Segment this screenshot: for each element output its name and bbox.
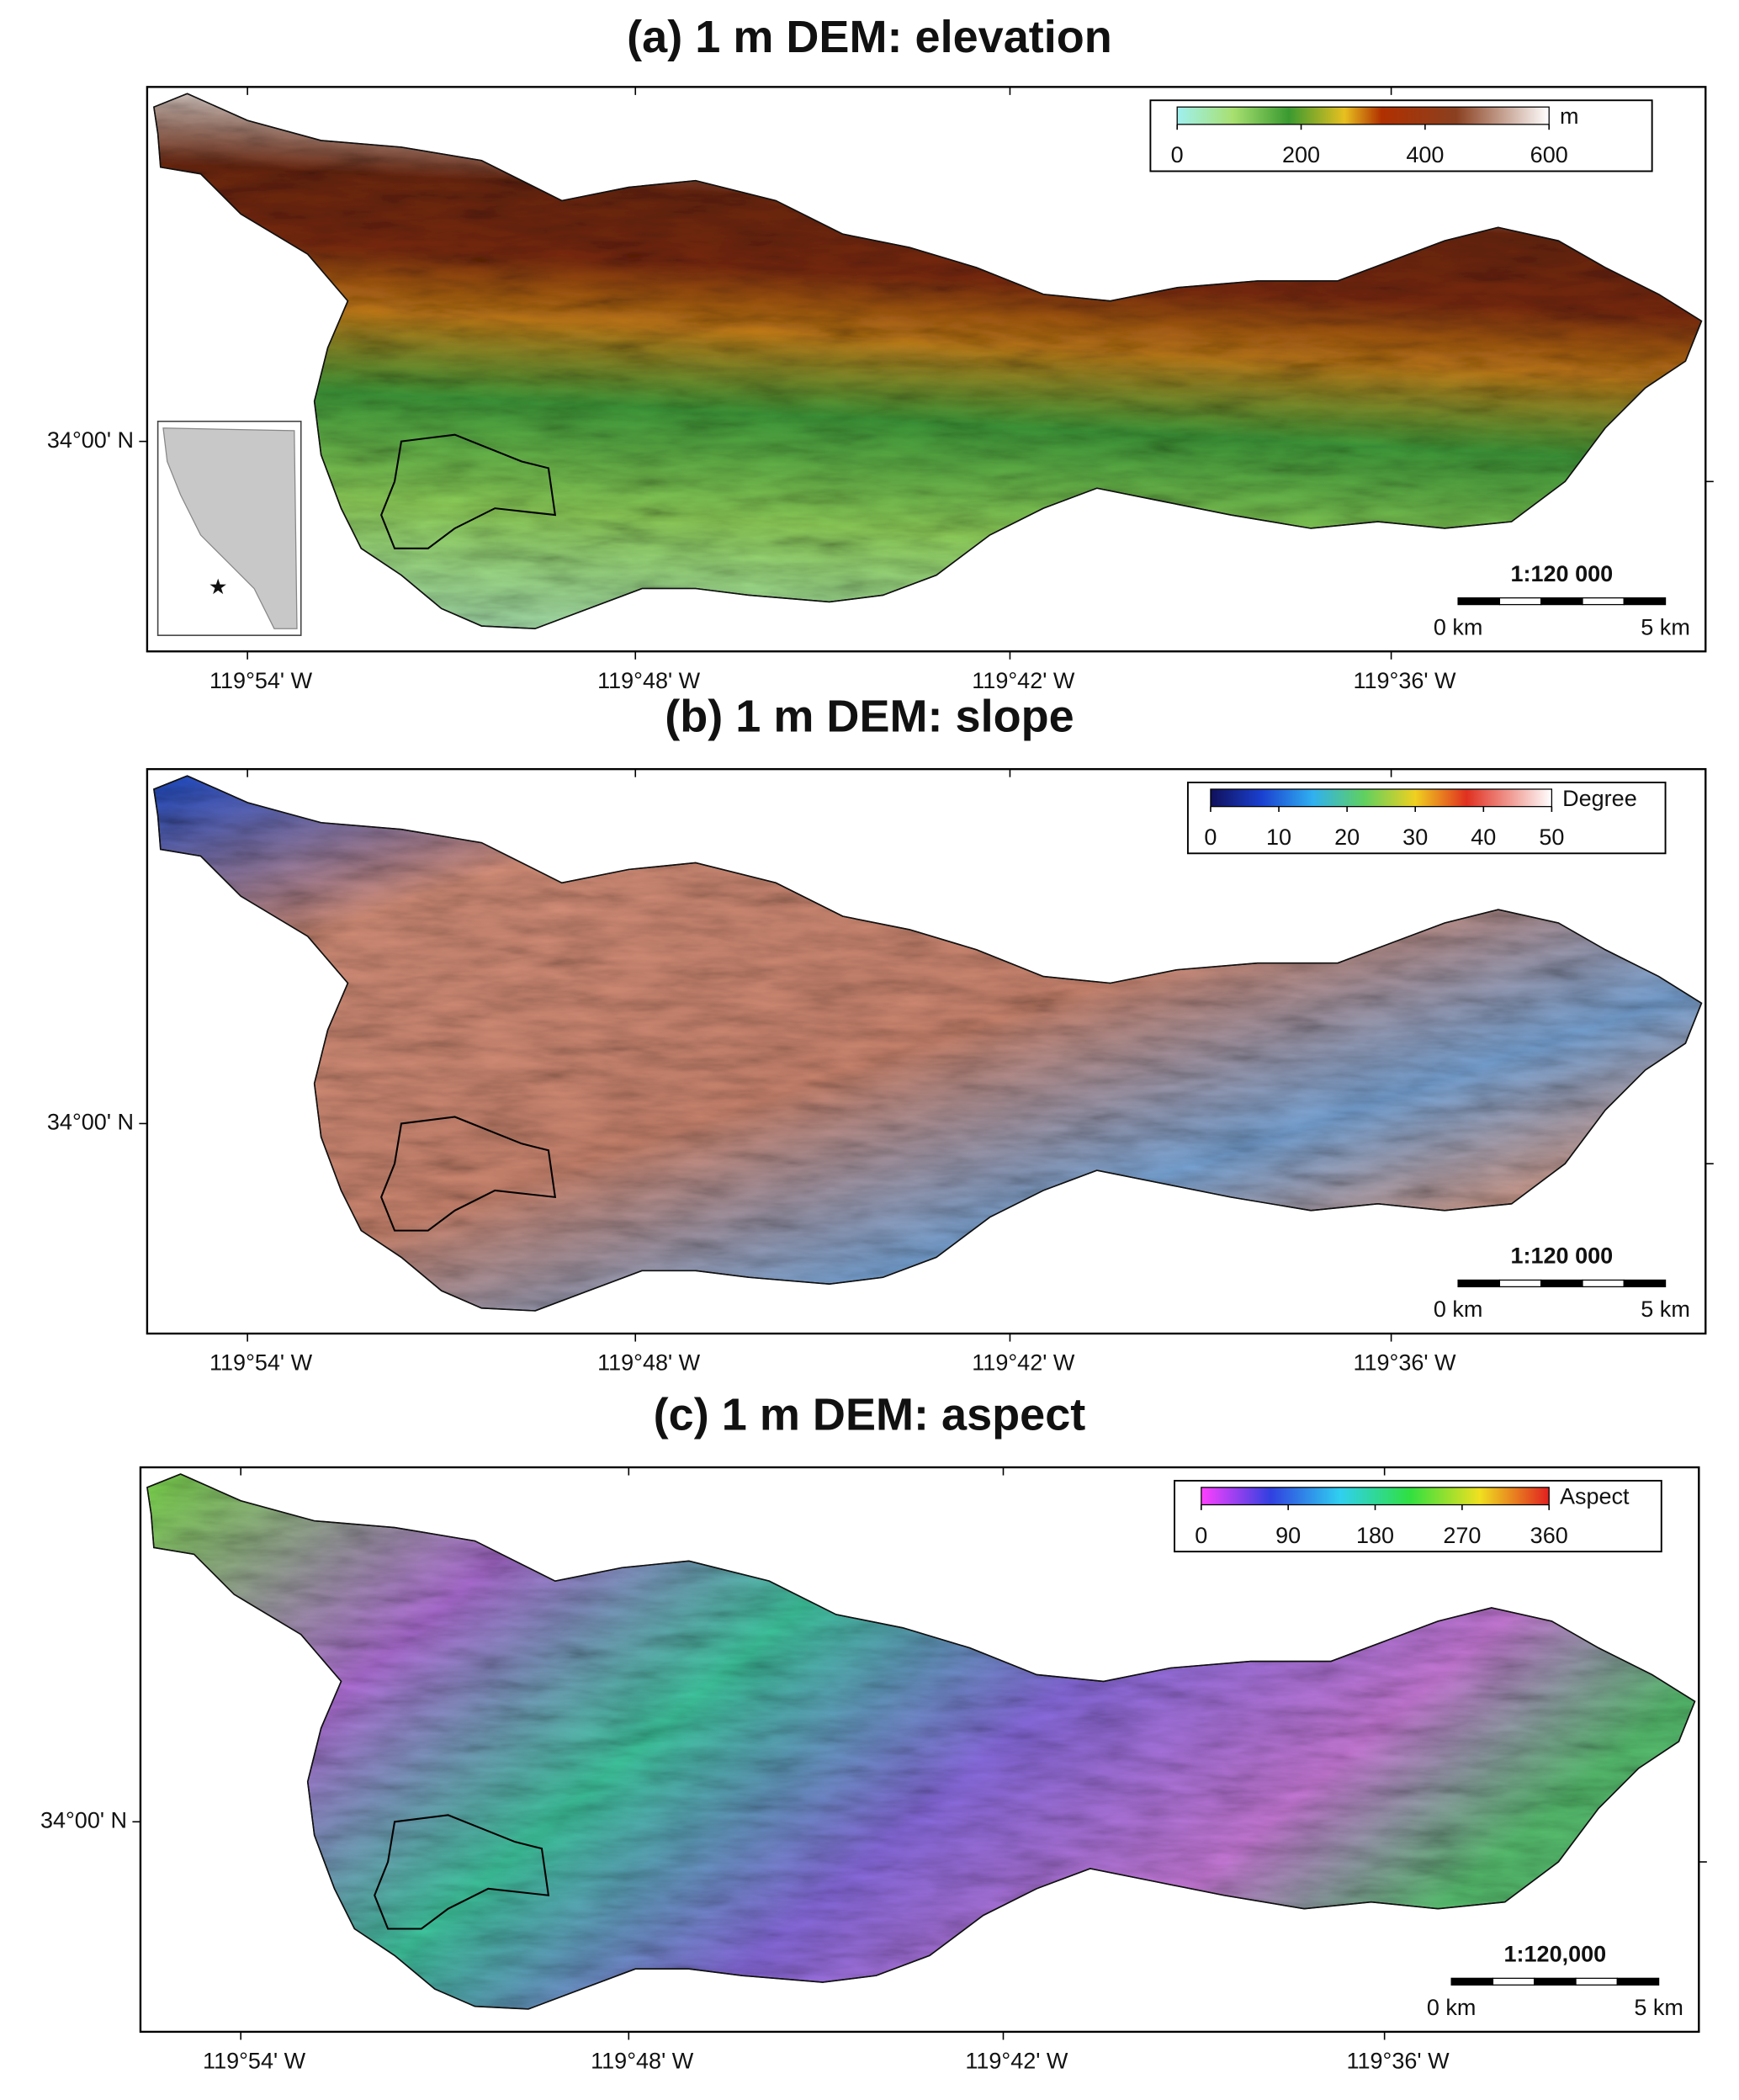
colorbar-tick-label: 10 bbox=[1266, 825, 1291, 850]
scale-end: 5 km bbox=[1634, 1995, 1683, 2020]
scale-segment bbox=[1540, 1279, 1583, 1288]
scale-segment bbox=[1498, 597, 1542, 606]
scale-segment bbox=[1623, 1279, 1667, 1288]
lat-label: 34°00' N bbox=[47, 427, 134, 453]
scale-start: 0 km bbox=[1427, 1995, 1477, 2020]
lon-label: 119°54' W bbox=[209, 668, 313, 693]
scale-start: 0 km bbox=[1434, 614, 1483, 639]
scale-segment bbox=[1498, 1279, 1542, 1288]
sub-watershed bbox=[374, 1814, 550, 1930]
colorbar-tick-label: 360 bbox=[1530, 1523, 1568, 1548]
colorbar-tick-label: 600 bbox=[1530, 142, 1568, 167]
lon-label: 119°54' W bbox=[203, 2049, 306, 2074]
scale-segment bbox=[1575, 1977, 1618, 1986]
scale-segment bbox=[1616, 1977, 1660, 1986]
lon-label: 119°36' W bbox=[1346, 2049, 1450, 2074]
scale-segment bbox=[1450, 1977, 1494, 1986]
inset-land bbox=[162, 427, 298, 629]
sub-watershed bbox=[380, 1116, 557, 1232]
lon-label: 119°48' W bbox=[597, 668, 701, 693]
lon-label: 119°42' W bbox=[972, 668, 1075, 693]
lon-label: 119°42' W bbox=[965, 2049, 1068, 2074]
scale-end: 5 km bbox=[1641, 614, 1690, 639]
panel-title: (c) 1 m DEM: aspect bbox=[654, 1389, 1086, 1440]
colorbar-label: Degree bbox=[1562, 786, 1637, 811]
lon-label: 119°54' W bbox=[209, 1350, 313, 1376]
lon-label: 119°48' W bbox=[591, 2049, 694, 2074]
panel-title: (b) 1 m DEM: slope bbox=[665, 692, 1074, 742]
lon-label: 119°42' W bbox=[972, 1350, 1075, 1376]
colorbar-tick-label: 50 bbox=[1539, 825, 1564, 850]
colorbar-tick-label: 400 bbox=[1406, 142, 1444, 167]
scale-segment bbox=[1457, 597, 1501, 606]
lon-label: 119°36' W bbox=[1353, 1350, 1456, 1376]
scale-ratio: 1:120 000 bbox=[1510, 561, 1613, 586]
scale-segment bbox=[1582, 597, 1625, 606]
scale-segment bbox=[1540, 597, 1583, 606]
scale-end: 5 km bbox=[1641, 1297, 1690, 1322]
watershed-outline bbox=[152, 775, 1703, 1312]
map-panel: (c) 1 m DEM: aspect 34°00' N 119°54' W 119°… bbox=[40, 1389, 1707, 2074]
colorbar-label: m bbox=[1560, 103, 1579, 129]
inset-star: ★ bbox=[209, 575, 228, 599]
scale-segment bbox=[1623, 597, 1667, 606]
sub-watershed bbox=[380, 433, 557, 549]
colorbar-tick-label: 0 bbox=[1195, 1523, 1207, 1548]
scale-segment bbox=[1457, 1279, 1501, 1288]
lon-label: 119°36' W bbox=[1353, 668, 1456, 693]
scale-ratio: 1:120,000 bbox=[1504, 1941, 1607, 1966]
scale-segment bbox=[1492, 1977, 1535, 1986]
watershed-outline bbox=[152, 93, 1703, 630]
panel-title: (a) 1 m DEM: elevation bbox=[627, 12, 1112, 62]
colorbar-tick-label: 270 bbox=[1443, 1523, 1481, 1548]
colorbar-tick-label: 30 bbox=[1402, 825, 1428, 850]
map-panel: (b) 1 m DEM: slope 34°00' N 119°54' W 119°4… bbox=[47, 692, 1714, 1376]
colorbar bbox=[1176, 106, 1550, 125]
lat-label: 34°00' N bbox=[47, 1110, 134, 1135]
colorbar-tick-label: 0 bbox=[1204, 825, 1217, 850]
colorbar-tick-label: 20 bbox=[1334, 825, 1360, 850]
scale-ratio: 1:120 000 bbox=[1510, 1244, 1613, 1269]
scale-start: 0 km bbox=[1434, 1297, 1483, 1322]
colorbar-tick-label: 40 bbox=[1471, 825, 1496, 850]
scale-segment bbox=[1582, 1279, 1625, 1288]
lat-label: 34°00' N bbox=[40, 1807, 127, 1832]
map-panel: (a) 1 m DEM: elevation ★ 34°00' N 119°54' W… bbox=[47, 12, 1714, 693]
colorbar-label: Aspect bbox=[1560, 1484, 1630, 1509]
colorbar-tick-label: 0 bbox=[1171, 142, 1184, 167]
colorbar bbox=[1210, 788, 1553, 808]
colorbar-tick-label: 200 bbox=[1282, 142, 1320, 167]
lon-label: 119°48' W bbox=[597, 1350, 701, 1376]
colorbar-tick-label: 180 bbox=[1356, 1523, 1394, 1548]
colorbar bbox=[1201, 1487, 1550, 1506]
watershed-outline bbox=[146, 1473, 1696, 2010]
scale-segment bbox=[1534, 1977, 1577, 1986]
colorbar-tick-label: 90 bbox=[1275, 1523, 1301, 1548]
